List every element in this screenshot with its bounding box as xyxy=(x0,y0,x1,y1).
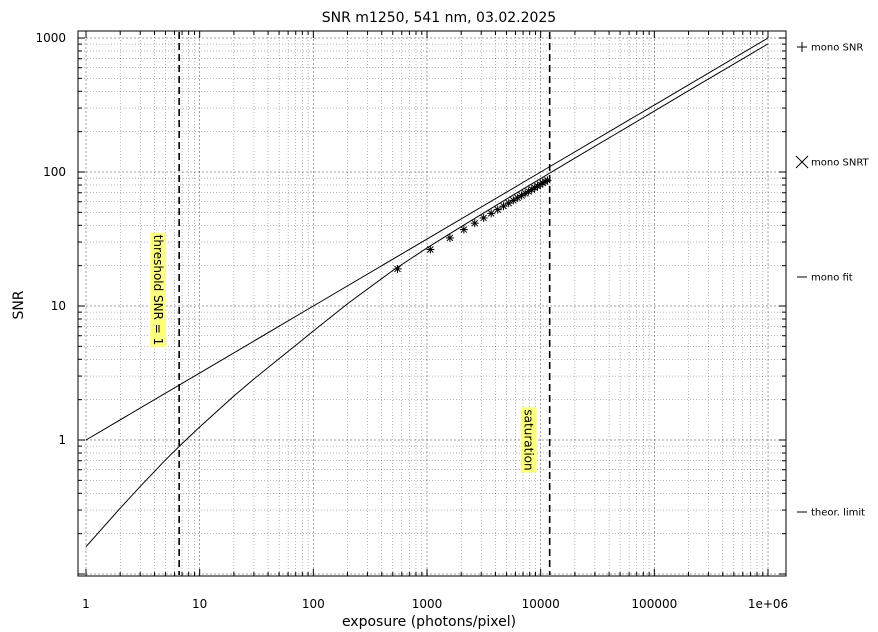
x-tick-label: 1000 xyxy=(412,597,443,611)
x-tick-label: 100 xyxy=(302,597,325,611)
vline-label-highlight xyxy=(520,407,537,473)
plot-frame xyxy=(77,30,787,577)
vertical-markers: threshold SNR = 1 saturation xyxy=(150,32,551,575)
mono-snrt-point xyxy=(394,265,401,273)
vline-label: threshold SNR = 1 xyxy=(151,235,165,346)
legend-label: mono fit xyxy=(811,273,853,284)
mono-snrt-point xyxy=(471,219,479,227)
y-tick-label: 1 xyxy=(58,433,66,447)
mono-snrt-point xyxy=(460,226,468,233)
legend-item: mono fit xyxy=(797,273,853,284)
vline-label: saturation xyxy=(522,409,536,470)
mono-snrt-point xyxy=(505,199,513,207)
mono-snrt-point xyxy=(509,197,517,204)
y-tick-label: 10 xyxy=(51,299,66,313)
legend-item: mono SNRT xyxy=(795,155,870,169)
legend-label: mono SNRT xyxy=(811,158,870,169)
y-tick-label: 1000 xyxy=(35,31,66,45)
mono-fit-curve xyxy=(85,43,769,547)
mono-snrt-point xyxy=(521,190,529,197)
y-tick-labels: 1 10 100 1000 xyxy=(35,31,66,447)
x-tick-label: 1 xyxy=(82,597,90,611)
x-tick-label: 10 xyxy=(192,597,207,611)
mono-snrt-point xyxy=(518,192,525,199)
axis-ticks xyxy=(78,31,786,576)
x-tick-label: 100000 xyxy=(631,597,677,611)
major-grid xyxy=(78,31,786,576)
mono-snrt-point xyxy=(426,246,434,253)
mono-snrt-point xyxy=(514,194,521,202)
x-axis-label: exposure (photons/pixel) xyxy=(342,614,516,630)
fit-curves xyxy=(85,37,769,547)
theor-limit-curve xyxy=(85,37,769,441)
mono-snrt-point xyxy=(525,188,532,195)
mono-snrt-point xyxy=(500,202,507,210)
chart-title: SNR m1250, 541 nm, 03.02.2025 xyxy=(322,10,556,26)
legend-item: mono SNR xyxy=(797,42,863,54)
mono-snrt-point xyxy=(487,210,495,217)
mono-snrt-point xyxy=(544,176,551,184)
y-axis-label: SNR xyxy=(11,290,27,319)
legend-item: theor. limit xyxy=(797,508,865,519)
x-tick-label: 10000 xyxy=(522,597,560,611)
x-tick-label: 1e+06 xyxy=(748,597,788,611)
legend-label: theor. limit xyxy=(811,508,865,519)
legend-label: mono SNR xyxy=(811,43,863,54)
mono-snrt-point xyxy=(446,234,454,242)
y-tick-label: 100 xyxy=(43,165,66,179)
mono-snrt-point xyxy=(480,214,487,222)
data-points xyxy=(393,176,552,273)
x-tick-labels: 1 10 100 1000 10000 100000 1e+06 xyxy=(82,597,788,611)
mono-snrt-point xyxy=(494,206,502,213)
legend: mono SNR mono SNRT mono fit theor. limit xyxy=(795,42,870,519)
vline-label-highlight xyxy=(150,232,167,348)
